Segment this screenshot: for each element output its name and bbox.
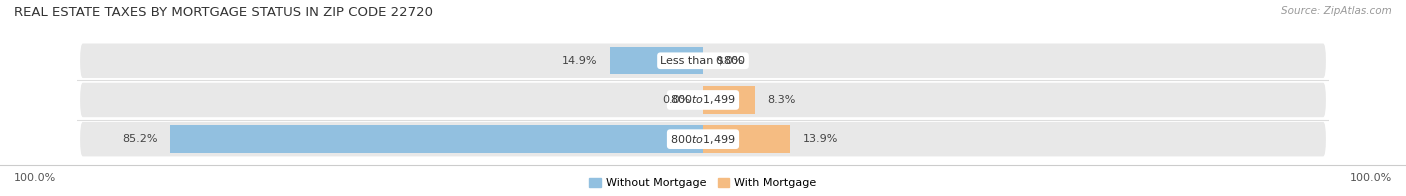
Bar xyxy=(170,125,703,153)
Text: $800 to $1,499: $800 to $1,499 xyxy=(671,133,735,146)
FancyBboxPatch shape xyxy=(80,83,1326,117)
FancyBboxPatch shape xyxy=(80,122,1326,156)
Text: 0.0%: 0.0% xyxy=(662,95,690,105)
Text: Less than $800: Less than $800 xyxy=(661,56,745,66)
Text: 14.9%: 14.9% xyxy=(562,56,598,66)
Text: 0.0%: 0.0% xyxy=(716,56,744,66)
Bar xyxy=(703,125,790,153)
FancyBboxPatch shape xyxy=(80,44,1326,78)
Bar xyxy=(610,47,703,74)
Text: 8.3%: 8.3% xyxy=(768,95,796,105)
Text: 13.9%: 13.9% xyxy=(803,134,838,144)
Text: $800 to $1,499: $800 to $1,499 xyxy=(671,93,735,106)
Text: 100.0%: 100.0% xyxy=(1350,173,1392,183)
Text: 85.2%: 85.2% xyxy=(122,134,157,144)
Bar xyxy=(703,86,755,114)
Text: Source: ZipAtlas.com: Source: ZipAtlas.com xyxy=(1281,6,1392,16)
Text: 100.0%: 100.0% xyxy=(14,173,56,183)
Text: REAL ESTATE TAXES BY MORTGAGE STATUS IN ZIP CODE 22720: REAL ESTATE TAXES BY MORTGAGE STATUS IN … xyxy=(14,6,433,19)
Legend: Without Mortgage, With Mortgage: Without Mortgage, With Mortgage xyxy=(589,178,817,189)
